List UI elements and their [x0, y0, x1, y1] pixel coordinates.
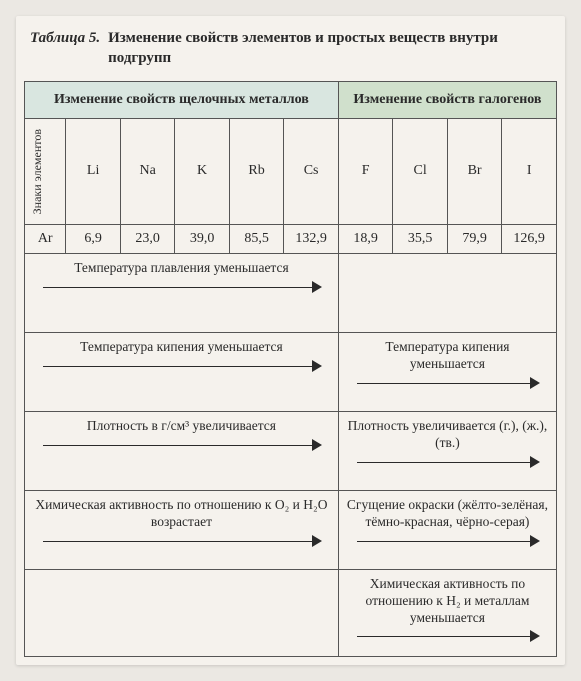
header-alkali: Изменение свойств щелочных металлов — [25, 81, 339, 118]
table-number: Таблица 5. — [30, 28, 100, 48]
row-label-ar: Ar — [25, 224, 66, 253]
property-cell-alkali: Температура кипения уменьшается — [25, 332, 339, 411]
property-cell-alkali: Плотность в г/см³ увеличивается — [25, 411, 339, 490]
ar-cell: 23,0 — [120, 224, 174, 253]
ar-row: Ar 6,9 23,0 39,0 85,5 132,9 18,9 35,5 79… — [25, 224, 557, 253]
property-cell-halogen: Температура кипения уменьшается — [338, 332, 556, 411]
ar-cell: 6,9 — [66, 224, 120, 253]
arrow-right-icon — [43, 281, 320, 293]
property-text: Плотность увеличивается (г.), (ж.), (тв.… — [347, 418, 548, 452]
property-text: Температура кипения уменьшается — [33, 339, 330, 356]
property-cell-halogen — [338, 253, 556, 332]
property-row: Температура кипения уменьшается Температ… — [25, 332, 557, 411]
element-cell: Cs — [284, 118, 339, 224]
arrow-right-icon — [357, 535, 538, 547]
property-text: Температура кипения уменьшается — [347, 339, 548, 373]
element-cell: I — [502, 118, 557, 224]
property-cell-halogen: Сгущение окраски (жёлто-зелёная, тёмно-к… — [338, 490, 556, 569]
element-cell: Br — [447, 118, 501, 224]
property-cell-halogen: Плотность увеличивается (г.), (ж.), (тв.… — [338, 411, 556, 490]
arrow-right-icon — [43, 439, 320, 451]
property-cell-alkali: Температура плавления уменьшается — [25, 253, 339, 332]
table-header-row: Изменение свойств щелочных металлов Изме… — [25, 81, 557, 118]
arrow-right-icon — [43, 360, 320, 372]
table-caption: Таблица 5. Изменение свойств элементов и… — [30, 28, 551, 69]
row-label-signs: Знаки элементов — [25, 118, 66, 224]
property-row: Химическая активность по отношению к O₂ … — [25, 490, 557, 569]
element-cell: F — [338, 118, 392, 224]
property-row: Температура плавления уменьшается — [25, 253, 557, 332]
element-cell: Rb — [229, 118, 283, 224]
property-cell-alkali: Химическая активность по отношению к O₂ … — [25, 490, 339, 569]
property-text: Плотность в г/см³ увеличивается — [33, 418, 330, 435]
property-text: Температура плавления уменьшается — [33, 260, 330, 277]
table-title: Изменение свойств элементов и простых ве… — [108, 28, 551, 69]
header-halogen: Изменение свойств галогенов — [338, 81, 556, 118]
ar-cell: 85,5 — [229, 224, 283, 253]
property-text: Химическая активность по отношению к O₂ … — [33, 497, 330, 531]
elements-row: Знаки элементов Li Na K Rb Cs F Cl Br I — [25, 118, 557, 224]
element-cell: Cl — [393, 118, 447, 224]
property-row: Плотность в г/см³ увеличивается Плотност… — [25, 411, 557, 490]
ar-cell: 126,9 — [502, 224, 557, 253]
property-row: Химическая активность по отношению к H₂ … — [25, 569, 557, 657]
property-text: Химическая активность по отношению к H₂ … — [347, 576, 548, 627]
arrow-right-icon — [43, 535, 320, 547]
ar-cell: 39,0 — [175, 224, 229, 253]
property-cell-halogen: Химическая активность по отношению к H₂ … — [338, 569, 556, 657]
arrow-right-icon — [357, 456, 538, 468]
element-cell: K — [175, 118, 229, 224]
element-cell: Li — [66, 118, 120, 224]
arrow-right-icon — [357, 630, 538, 642]
property-text: Сгущение окраски (жёлто-зелёная, тёмно-к… — [347, 497, 548, 531]
arrow-right-icon — [357, 377, 538, 389]
element-cell: Na — [120, 118, 174, 224]
ar-cell: 35,5 — [393, 224, 447, 253]
ar-cell: 79,9 — [447, 224, 501, 253]
page: Таблица 5. Изменение свойств элементов и… — [16, 16, 565, 665]
ar-cell: 132,9 — [284, 224, 339, 253]
ar-cell: 18,9 — [338, 224, 392, 253]
properties-table: Изменение свойств щелочных металлов Изме… — [24, 81, 557, 658]
property-cell-alkali — [25, 569, 339, 657]
